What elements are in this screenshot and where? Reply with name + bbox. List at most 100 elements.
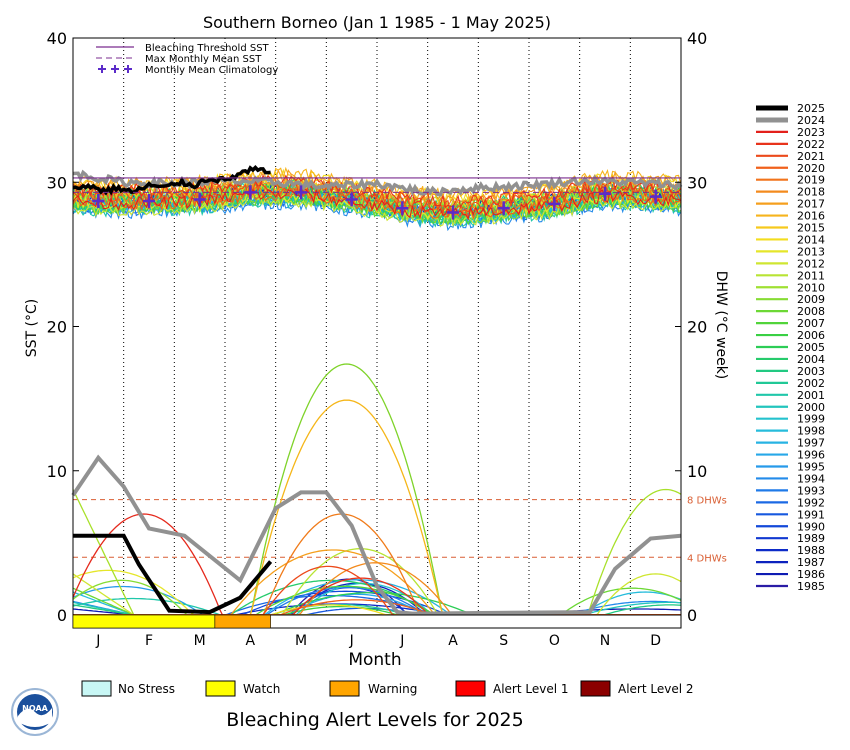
plot-area: 8 DHWs 4 DHWs <box>71 38 727 616</box>
y-tick-label-left: 40 <box>47 29 67 48</box>
x-tick-label: A <box>246 633 256 649</box>
sst-line-2013 <box>72 187 682 221</box>
year-legend: 2025202420232022202120202019201820172016… <box>756 102 825 593</box>
climatology-marker <box>143 194 155 209</box>
year-legend-label: 1996 <box>797 449 825 462</box>
climatology-marker <box>92 194 105 209</box>
sst-line-2021 <box>72 178 682 215</box>
year-legend-label: 1985 <box>797 580 825 593</box>
year-legend-label: 1987 <box>797 556 825 569</box>
year-legend-label: 2004 <box>797 353 825 366</box>
year-legend-label: 1994 <box>797 472 825 485</box>
y-tick-label-right: 40 <box>687 29 707 48</box>
sst-line-2012 <box>72 194 682 228</box>
x-tick-label: O <box>549 633 560 649</box>
year-legend-label: 2001 <box>797 389 825 402</box>
year-legend-label: 2020 <box>797 162 825 175</box>
year-legend-label: 1995 <box>797 461 825 474</box>
legend-swatch-plus <box>124 65 132 73</box>
climatology-marker <box>497 201 510 216</box>
year-legend-label: 1992 <box>797 496 825 509</box>
dhw-threshold-label: 8 DHWs <box>687 496 727 507</box>
x-tick-label: J <box>349 633 354 649</box>
alert-bar-segment <box>72 614 216 629</box>
legend-swatch-plus <box>111 65 119 73</box>
climatology-marker <box>345 192 358 207</box>
year-legend-label: 2022 <box>797 138 825 151</box>
alert-legend-swatch <box>580 680 611 697</box>
plot-frame: 0 0 10 10 20 20 30 30 40 40 J F M A M J J A S O N D <box>47 29 708 649</box>
year-legend-label: 2017 <box>797 198 825 211</box>
year-legend-label: 1998 <box>797 425 825 438</box>
year-legend-label: 2003 <box>797 365 825 378</box>
climatology-marker <box>649 189 662 204</box>
alert-legend-label: No Stress <box>118 682 175 696</box>
x-axis-label: Month <box>348 650 401 670</box>
y-tick-label-right: 30 <box>687 173 707 192</box>
x-tick-label: D <box>650 633 661 649</box>
footer-title: Bleaching Alert Levels for 2025 <box>226 709 523 731</box>
year-legend-label: 2014 <box>797 233 825 246</box>
y-tick-label-right: 10 <box>687 462 707 481</box>
climatology-marker <box>396 201 409 216</box>
y-tick-label-left: 0 <box>57 606 67 625</box>
year-legend-label: 2000 <box>797 401 825 414</box>
dhw-line-2025 <box>73 533 273 615</box>
year-legend-label: 2011 <box>797 269 825 282</box>
year-legend-label: 2006 <box>797 329 825 342</box>
year-legend-label: 2019 <box>797 174 825 187</box>
y-tick-label-left: 10 <box>47 462 67 481</box>
dhw-line-2010 <box>73 363 681 616</box>
noaa-logo: NOAA <box>11 688 59 736</box>
year-legend-label: 2009 <box>797 293 825 306</box>
year-legend-label: 2007 <box>797 317 825 330</box>
year-legend-label: 1993 <box>797 484 825 497</box>
year-legend-label: 2016 <box>797 210 825 223</box>
x-tick-label: J <box>399 633 404 649</box>
dhw-line-2024 <box>71 454 682 616</box>
year-legend-label: 1999 <box>797 413 825 426</box>
x-tick-label: S <box>499 633 508 649</box>
year-legend-label: 2018 <box>797 186 825 199</box>
dhw-threshold-label: 4 DHWs <box>687 553 727 564</box>
alert-legend-swatch <box>81 680 112 697</box>
alert-bar-segment <box>214 614 271 629</box>
alert-legend-label: Watch <box>243 682 280 696</box>
alert-legend-swatch <box>329 680 360 697</box>
year-legend-label: 1991 <box>797 508 825 521</box>
year-legend-label: 2005 <box>797 341 825 354</box>
year-legend-label: 2012 <box>797 257 825 270</box>
year-legend-label: 1997 <box>797 437 825 450</box>
year-legend-label: 2024 <box>797 114 825 127</box>
year-legend-label: 1989 <box>797 532 825 545</box>
chart-title: Southern Borneo (Jan 1 1985 - 1 May 2025… <box>203 13 551 32</box>
climatology-marker <box>447 205 459 220</box>
year-legend-label: 1986 <box>797 568 825 581</box>
climatology-marker <box>244 185 257 200</box>
x-tick-label: J <box>95 633 100 649</box>
x-tick-label: F <box>145 633 153 649</box>
climatology-marker <box>193 192 206 207</box>
x-tick-label: N <box>600 633 610 649</box>
x-tick-label: M <box>295 633 307 649</box>
year-legend-label: 2008 <box>797 305 825 318</box>
x-tick-label: A <box>448 633 458 649</box>
alert-legend-label: Alert Level 2 <box>618 682 694 696</box>
climatology-marker <box>548 196 561 211</box>
year-legend-label: 2015 <box>797 222 825 235</box>
year-legend-label: 2002 <box>797 377 825 390</box>
alert-level-legend: No Stress Watch Warning Alert Level 1 Alert … <box>81 680 694 697</box>
y-tick-label-left: 20 <box>47 318 67 337</box>
y-axis-label-left: SST (°C) <box>24 299 40 357</box>
alert-legend-label: Alert Level 1 <box>493 682 569 696</box>
y-tick-label-left: 30 <box>47 173 67 192</box>
year-legend-label: 2025 <box>797 102 825 115</box>
year-legend-label: 2023 <box>797 126 825 139</box>
sst-line-2023 <box>72 188 682 221</box>
year-legend-label: 1990 <box>797 520 825 533</box>
y-tick-label-right: 0 <box>687 606 697 625</box>
year-legend-label: 2010 <box>797 281 825 294</box>
logo-text: NOAA <box>22 704 48 713</box>
